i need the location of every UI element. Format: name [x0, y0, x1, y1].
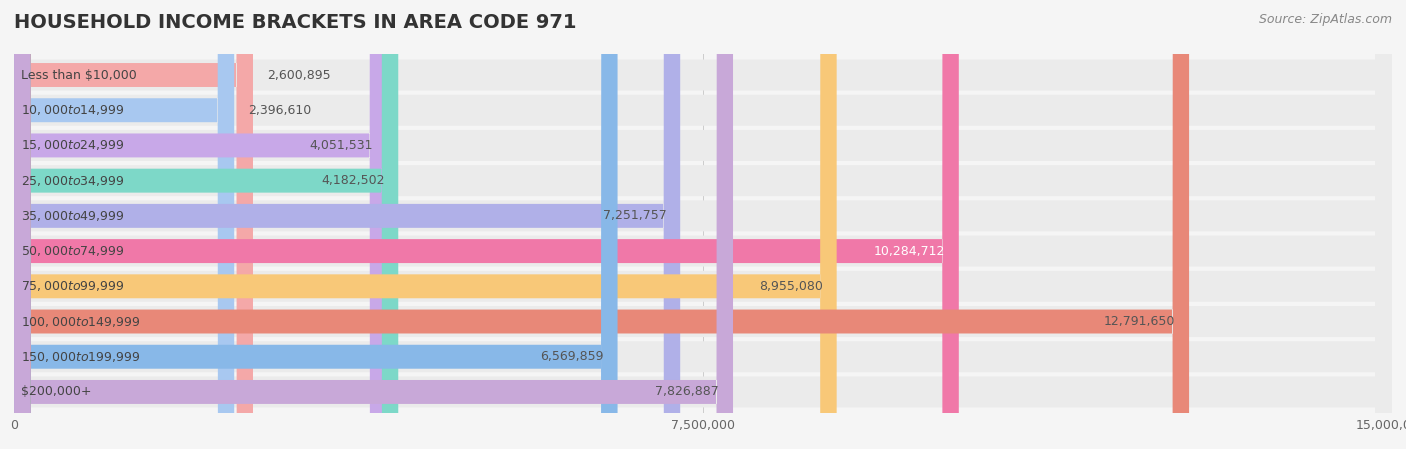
- Text: 4,182,502: 4,182,502: [321, 174, 384, 187]
- Text: $75,000 to $99,999: $75,000 to $99,999: [21, 279, 125, 293]
- FancyBboxPatch shape: [14, 0, 1392, 449]
- Text: 6,569,859: 6,569,859: [540, 350, 603, 363]
- FancyBboxPatch shape: [14, 0, 387, 449]
- Text: $200,000+: $200,000+: [21, 385, 91, 398]
- Text: HOUSEHOLD INCOME BRACKETS IN AREA CODE 971: HOUSEHOLD INCOME BRACKETS IN AREA CODE 9…: [14, 13, 576, 32]
- Text: 2,600,895: 2,600,895: [267, 69, 330, 82]
- Text: 7,251,757: 7,251,757: [603, 209, 666, 222]
- FancyBboxPatch shape: [14, 0, 959, 449]
- Text: 4,051,531: 4,051,531: [309, 139, 373, 152]
- FancyBboxPatch shape: [14, 0, 1392, 449]
- FancyBboxPatch shape: [14, 0, 681, 449]
- Text: $10,000 to $14,999: $10,000 to $14,999: [21, 103, 125, 117]
- FancyBboxPatch shape: [14, 0, 733, 449]
- Text: 2,396,610: 2,396,610: [247, 104, 311, 117]
- FancyBboxPatch shape: [14, 0, 1392, 449]
- FancyBboxPatch shape: [14, 0, 398, 449]
- FancyBboxPatch shape: [14, 0, 617, 449]
- FancyBboxPatch shape: [14, 0, 1392, 449]
- FancyBboxPatch shape: [14, 0, 1392, 449]
- Text: $35,000 to $49,999: $35,000 to $49,999: [21, 209, 125, 223]
- Text: $50,000 to $74,999: $50,000 to $74,999: [21, 244, 125, 258]
- Text: $15,000 to $24,999: $15,000 to $24,999: [21, 138, 125, 153]
- Text: 12,791,650: 12,791,650: [1104, 315, 1175, 328]
- Text: Source: ZipAtlas.com: Source: ZipAtlas.com: [1258, 13, 1392, 26]
- FancyBboxPatch shape: [14, 0, 253, 449]
- FancyBboxPatch shape: [14, 0, 235, 449]
- Text: $150,000 to $199,999: $150,000 to $199,999: [21, 350, 141, 364]
- FancyBboxPatch shape: [14, 0, 1392, 449]
- FancyBboxPatch shape: [14, 0, 1189, 449]
- FancyBboxPatch shape: [14, 0, 1392, 449]
- FancyBboxPatch shape: [14, 0, 1392, 449]
- Text: 10,284,712: 10,284,712: [873, 245, 945, 258]
- Text: $25,000 to $34,999: $25,000 to $34,999: [21, 174, 125, 188]
- Text: $100,000 to $149,999: $100,000 to $149,999: [21, 314, 141, 329]
- Text: Less than $10,000: Less than $10,000: [21, 69, 138, 82]
- Text: 7,826,887: 7,826,887: [655, 385, 720, 398]
- FancyBboxPatch shape: [14, 0, 1392, 449]
- FancyBboxPatch shape: [14, 0, 837, 449]
- FancyBboxPatch shape: [14, 0, 1392, 449]
- Text: 8,955,080: 8,955,080: [759, 280, 823, 293]
